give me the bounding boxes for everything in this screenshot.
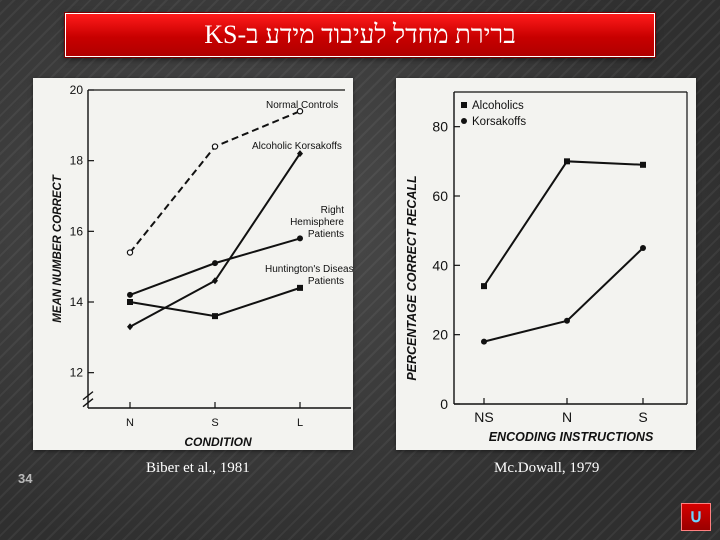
y-tick-label: 0 (440, 396, 448, 412)
y-tick-label: 40 (432, 257, 448, 273)
data-point (212, 260, 218, 267)
series-label: Normal Controls (266, 100, 338, 111)
x-tick-label: N (562, 409, 572, 425)
return-button[interactable]: ∪ (681, 503, 711, 531)
y-tick-label: 12 (70, 366, 84, 380)
data-point (640, 161, 646, 168)
data-point (212, 277, 218, 285)
y-tick-label: 18 (70, 154, 84, 168)
legend-marker (461, 102, 467, 108)
data-point (126, 249, 134, 256)
y-tick-label: 20 (70, 83, 84, 97)
data-point (640, 245, 646, 251)
data-point (481, 338, 487, 345)
x-axis-label: CONDITION (184, 435, 252, 449)
slide-number: 34 (18, 471, 33, 486)
data-point (481, 283, 487, 290)
series-label: Patients (308, 276, 344, 287)
y-axis-label: MEAN NUMBER CORRECT (52, 174, 64, 323)
title-banner: ברירת מחדל לעיבוד מידע ב-KS (65, 13, 655, 57)
series-label: Alcoholic Korsakoffs (252, 141, 342, 152)
series-line (129, 110, 301, 254)
data-point (127, 323, 133, 331)
series-label: Huntington's Disease (265, 264, 353, 275)
y-tick-label: 60 (432, 188, 448, 204)
y-tick-label: 16 (70, 224, 84, 238)
chart-panel-right: 0 20 40 60 80 NS N S ENCODING INSTRUCTIONS PERCEN… (396, 78, 696, 450)
x-tick-label: L (297, 417, 303, 429)
y-tick-label: 14 (70, 295, 84, 309)
x-tick-label: S (211, 417, 218, 429)
citation-left: Biber et al., 1981 (146, 460, 250, 476)
y-tick-label: 80 (432, 119, 448, 135)
chart-left: 12 14 16 18 20 N S L CONDITION MEAN NUMBER CORREC… (52, 83, 353, 449)
y-axis-label: PERCENTAGE CORRECT RECALL (405, 175, 419, 380)
data-point (564, 317, 570, 324)
x-axis-label: ENCODING INSTRUCTIONS (489, 430, 654, 444)
series-line (129, 153, 301, 328)
data-point (564, 158, 570, 165)
series-label: Patients (308, 229, 344, 240)
u-turn-return-icon: ∪ (689, 506, 703, 526)
data-point (297, 284, 303, 291)
chart-panel-left: 12 14 16 18 20 N S L CONDITION MEAN NUMBER CORREC… (33, 78, 353, 450)
citation-right: Mc.Dowall, 1979 (494, 460, 600, 476)
legend-label: Korsakoffs (472, 116, 526, 128)
legend-label: Alcoholics (472, 100, 524, 112)
series-label: Hemisphere (290, 217, 344, 228)
axis-break-mark (82, 391, 94, 401)
data-point (211, 143, 219, 150)
series-line (483, 160, 644, 287)
axis-break-mark (82, 398, 94, 408)
data-point (127, 291, 133, 298)
data-point (296, 108, 304, 115)
x-tick-label: NS (474, 409, 493, 425)
x-tick-label: S (638, 409, 647, 425)
data-point (297, 150, 303, 158)
series-line (483, 247, 644, 343)
data-point (297, 235, 303, 242)
x-tick-label: N (126, 417, 134, 429)
legend-marker (461, 118, 467, 124)
series-label: Right (321, 205, 345, 216)
data-point (127, 299, 133, 305)
y-tick-label: 20 (432, 327, 448, 343)
slide-title: ברירת מחדל לעיבוד מידע ב-KS (204, 20, 516, 49)
data-point (212, 313, 218, 320)
